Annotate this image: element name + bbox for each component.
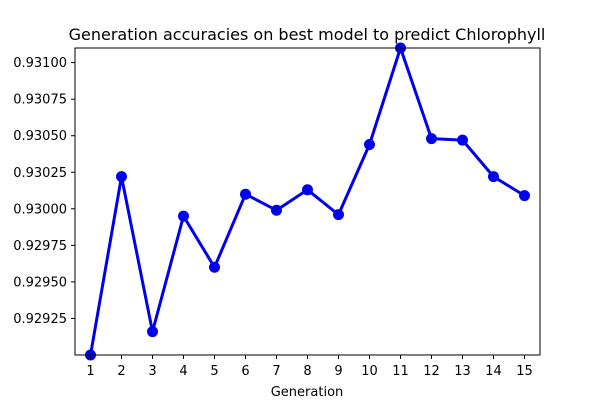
x-tick-label: 12 [423,364,440,379]
data-point [178,210,189,222]
data-point [364,138,375,150]
x-tick-label: 3 [148,364,156,379]
data-point [271,204,282,216]
plot-area [85,42,530,361]
x-tick-label: 14 [485,364,502,379]
y-tick-label: 0.93025 [13,166,67,181]
y-tick-label: 0.92950 [13,275,67,290]
data-point [457,134,468,146]
x-tick-label: 2 [117,364,125,379]
x-tick-label: 9 [334,364,342,379]
y-tick-label: 0.93000 [13,202,67,217]
data-point [519,190,530,202]
x-tick-label: 11 [392,364,409,379]
x-tick-label: 13 [454,364,471,379]
y-tick-label: 0.92925 [13,312,67,327]
axes: 1 2 3 4 5 6 7 8 9 10 11 12 13 14 150.929250.929500.929… [13,47,541,379]
data-point [302,184,313,196]
data-point [426,133,437,145]
x-tick-label: 7 [272,364,280,379]
data-point [209,261,220,273]
x-tick-label: 5 [210,364,218,379]
data-point [147,326,158,338]
x-tick-label: 10 [361,364,378,379]
data-point [116,171,127,183]
chart-title: Generation accuracies on best model to p… [69,25,546,44]
data-point [240,188,251,200]
x-tick-label: 15 [516,364,533,379]
x-tick-label: 6 [241,364,249,379]
y-tick-label: 0.93050 [13,129,67,144]
y-tick-label: 0.93100 [13,56,67,71]
data-point [488,171,499,183]
x-tick-label: 1 [86,364,94,379]
data-point [333,209,344,221]
x-tick-label: 8 [303,364,311,379]
y-tick-label: 0.92975 [13,239,67,254]
y-tick-label: 0.93075 [13,93,67,108]
x-tick-label: 4 [179,364,187,379]
series-line [89,46,526,357]
axes-frame [74,47,541,356]
x-axis-label: Generation [271,385,344,400]
